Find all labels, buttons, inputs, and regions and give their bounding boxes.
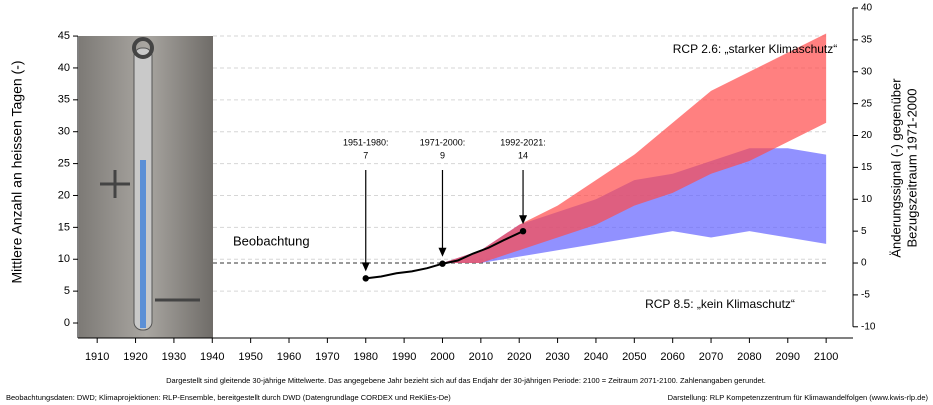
y-tick-label: 45 [58,30,70,42]
y2-tick-label: 40 [861,3,873,14]
y2-tick-label: 25 [861,98,873,109]
annotation-label: 1971-2000: [420,137,466,147]
annotation-label: 1992-2021: [500,137,546,147]
y-tick-label: 20 [58,189,70,201]
x-tick-label: 2020 [507,351,531,363]
x-tick-label: 2040 [584,351,608,363]
annotation-value: 9 [440,150,445,160]
footnote: Beobachtungsdaten: DWD; Klimaprojektione… [6,393,451,402]
observation-marker [363,275,369,281]
y-tick-label: 40 [58,62,70,74]
x-tick-label: 2090 [776,351,800,363]
annotation-label: 1951-1980: [343,137,389,147]
annotation-value: 7 [363,150,368,160]
y2-tick-label: 10 [861,194,873,205]
y-tick-label: 10 [58,253,70,265]
series-label: RCP 2.6: „starker Klimaschutz“ [673,42,838,56]
thermometer-photo [79,36,213,338]
annotation-value: 14 [518,150,528,160]
x-tick-label: 1950 [238,351,262,363]
x-tick-label: 1920 [123,351,147,363]
y2-tick-label: -5 [861,290,870,301]
y2-tick-label: 35 [861,35,873,46]
y-axis-label: Mittlere Anzahl an heissen Tagen (-) [9,60,25,283]
y2-tick-label: 5 [861,226,867,237]
y-tick-label: 0 [64,317,70,329]
y2-tick-label: -10 [861,321,876,332]
x-tick-label: 1940 [200,351,224,363]
series-label: RCP 8.5: „kein Klimaschutz“ [645,297,795,311]
x-tick-label: 1970 [315,351,339,363]
y2-axis-label: Bezugszeitraum 1971-2000 [904,89,919,248]
observation-marker [439,261,445,267]
y-tick-label: 25 [58,158,70,170]
x-tick-label: 1930 [162,351,186,363]
observation-marker [520,228,526,234]
x-tick-label: 2000 [430,351,454,363]
x-tick-label: 1960 [277,351,301,363]
y2-tick-label: 30 [861,66,873,77]
y-tick-label: 15 [58,221,70,233]
x-tick-label: 2080 [737,351,761,363]
y2-tick-label: 0 [861,258,867,269]
x-tick-label: 2100 [814,351,838,363]
series-label: Beobachtung [233,233,310,248]
footnote: Dargestellt sind gleitende 30-jährige Mi… [166,376,766,385]
x-tick-label: 1980 [354,351,378,363]
y-tick-label: 5 [64,285,70,297]
x-tick-label: 2070 [699,351,723,363]
x-tick-label: 2060 [660,351,684,363]
x-tick-label: 2010 [469,351,493,363]
x-tick-label: 2050 [622,351,646,363]
y2-axis-label: Änderungssignal (-) gegenüber [888,78,903,258]
y-tick-label: 30 [58,126,70,138]
x-tick-label: 1910 [85,351,109,363]
y-tick-label: 35 [58,94,70,106]
arrow-head [362,262,370,271]
arrow-head [438,248,446,257]
x-tick-label: 1990 [392,351,416,363]
y2-tick-label: 15 [861,162,873,173]
x-tick-label: 2030 [545,351,569,363]
chart: Mittlere Anzahl an heissen Tagen (-) Änd… [0,0,933,405]
footnote: Darstellung: RLP Kompetenzzentrum für Kl… [668,393,929,402]
y2-tick-label: 20 [861,130,873,141]
